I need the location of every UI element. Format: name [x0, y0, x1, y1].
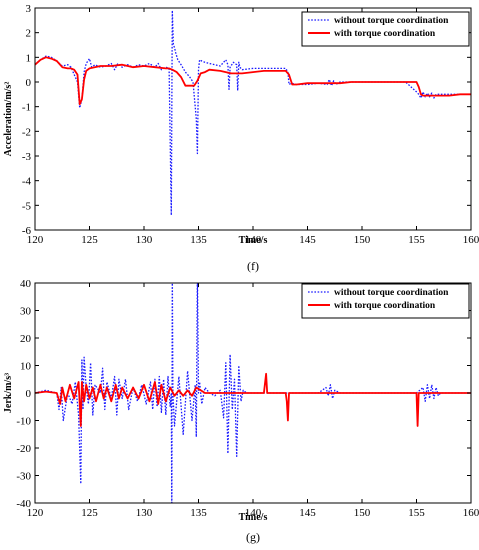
x-tick-label: 120	[27, 234, 44, 246]
x-axis-label: Time/s	[239, 235, 268, 246]
x-axis-label: Time/s	[239, 512, 268, 523]
legend-box	[301, 283, 470, 319]
y-tick-label: 10	[20, 361, 32, 373]
x-tick-label: 145	[299, 507, 316, 519]
y-tick-label: -3	[22, 151, 32, 163]
y-tick-label: -6	[22, 225, 32, 237]
y-axis-label: Acceleration/m/s²	[3, 82, 14, 157]
x-tick-label: 140	[245, 234, 262, 246]
x-tick-label: 140	[245, 507, 262, 519]
acceleration-chart: 120 125 130 135 140 145 150 155 160 -6 -5 -4 -3 -2 -1 0…	[3, 3, 479, 273]
y-tick-label: 1	[26, 52, 32, 64]
y-tick-label: -1	[22, 102, 31, 114]
legend: without torque coordination with torque c…	[301, 283, 470, 319]
legend-entry-label: with torque coordination	[334, 301, 436, 311]
legend-box	[301, 11, 470, 47]
x-tick-label: 150	[354, 234, 371, 246]
y-tick-label: -5	[22, 200, 32, 212]
series-with-coordination-line	[35, 56, 471, 106]
y-tick-label: 3	[26, 3, 32, 15]
panel-label: (g)	[246, 530, 260, 544]
y-tick-label: 30	[20, 306, 32, 318]
panel-label: (f)	[247, 259, 259, 273]
x-tick-label: 155	[408, 507, 425, 519]
jerk-chart: 120 125 130 135 140 145 150 155 160 -40 -30 -20 -10 0…	[3, 278, 479, 544]
legend-entry-label: without torque coordination	[334, 288, 449, 298]
legend-entry-label: without torque coordination	[334, 16, 449, 26]
x-tick-label: 150	[354, 507, 371, 519]
x-tick-label: 125	[81, 234, 98, 246]
y-tick-label: 40	[20, 278, 32, 290]
y-tick-label: -20	[16, 443, 31, 455]
x-tick-label: 125	[81, 507, 98, 519]
y-tick-label: 0	[26, 77, 32, 89]
x-tick-label: 135	[190, 507, 207, 519]
x-tick-label: 160	[463, 507, 479, 519]
y-tick-label: -10	[16, 416, 31, 428]
x-tick-label: 130	[136, 234, 153, 246]
y-tick-label: -40	[16, 498, 31, 510]
x-tick-label: 155	[408, 234, 425, 246]
series-with-coordination-line	[35, 372, 471, 427]
x-tick-label: 130	[136, 507, 153, 519]
y-tick-label: -30	[16, 471, 31, 483]
y-tick-label: 20	[20, 333, 32, 345]
y-tick-label: 0	[26, 388, 32, 400]
x-tick-label: 145	[299, 234, 316, 246]
y-tick-label: -4	[22, 176, 32, 188]
legend: without torque coordination with torque c…	[301, 11, 470, 47]
x-tick-label: 120	[27, 507, 44, 519]
legend-entry-label: with torque coordination	[334, 29, 436, 39]
x-tick-label: 135	[190, 234, 207, 246]
y-tick-label: -2	[22, 126, 31, 138]
y-axis-label: Jerk/m/s³	[3, 373, 14, 413]
y-tick-label: 2	[26, 28, 32, 40]
x-tick-label: 160	[463, 234, 479, 246]
